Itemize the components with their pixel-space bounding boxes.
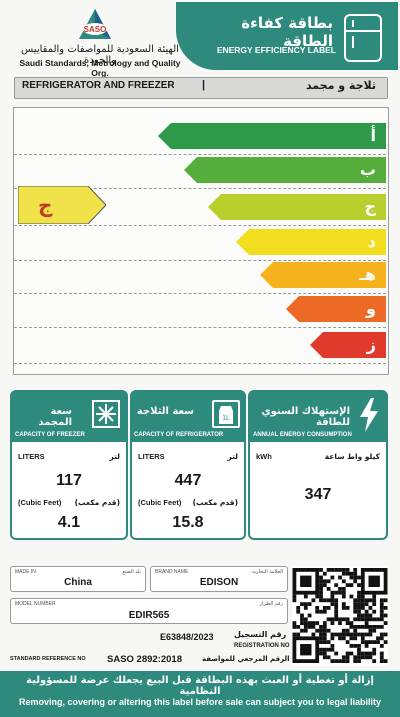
rating-letter: ج: [38, 193, 53, 217]
refrigerator-title-ar: سعة الثلاجة: [136, 406, 194, 417]
efficiency-class-letter: و: [366, 299, 376, 318]
model-field: MODEL NUMBER رقم الطراز EDIR565: [10, 598, 288, 624]
refrigerator-icon: [344, 14, 382, 62]
footer-warning-en: Removing, covering or altering this labe…: [18, 697, 382, 707]
freezer-panel-header: سعة المجمد CAPACITY OF FREEZER: [12, 392, 126, 442]
efficiency-class-letter: أ: [370, 126, 376, 145]
label-title-en: ENERGY EFFICIENCY LABEL: [216, 45, 336, 55]
refrigerator-panel-header: سعة الثلاجة CAPACITY OF REFRIGERATOR 1L: [132, 392, 244, 442]
freezer-cubic-value: 4.1: [57, 514, 81, 531]
refrigerator-liters-label: LITERS: [138, 452, 165, 461]
label-title-banner: [176, 2, 398, 70]
milk-carton-icon: 1L: [212, 400, 240, 428]
efficiency-class-arrow: ز: [310, 332, 386, 358]
scale-gridline: [14, 363, 386, 364]
standard-value: SASO 2892:2018: [107, 654, 182, 665]
refrigerator-capacity-panel: سعة الثلاجة CAPACITY OF REFRIGERATOR 1L …: [130, 390, 246, 540]
brand-label-ar: العلامة التجارية: [252, 569, 283, 575]
made-in-field: MADE IN بلد الصنع China: [10, 566, 146, 592]
efficiency-class-letter: هـ: [359, 265, 376, 284]
refrigerator-cubic-value: 15.8: [172, 514, 204, 531]
registration-label-ar: رقم التسجيل: [234, 630, 287, 639]
energy-title-ar: الإستهلاك السنوي للطاقة: [261, 406, 350, 428]
lightning-icon: [358, 398, 380, 437]
saso-logo-text: SASO: [84, 25, 107, 34]
freezer-capacity-panel: سعة المجمد CAPACITY OF FREEZER LITERS لت…: [10, 390, 128, 540]
scale-gridline: [14, 154, 386, 155]
model-value: EDIR565: [128, 610, 170, 621]
scale-gridline: [14, 188, 386, 189]
freezer-liters-label-ar: لتر: [109, 452, 120, 461]
scale-gridline: [14, 293, 386, 294]
standard-label-ar: الرقم المرجعي للمواصفة: [202, 655, 290, 663]
freezer-title-ar: سعة المجمد: [38, 406, 72, 428]
saso-logo: SASO: [78, 8, 112, 42]
energy-title-en: ANNUAL ENERGY CONSUMPTION: [253, 432, 352, 438]
made-in-label: MADE IN: [15, 569, 36, 575]
org-name-en: Saudi Standards, Metrology and Quality O…: [19, 58, 181, 78]
qr-code: [292, 566, 388, 666]
energy-unit-label-ar: كيلو واط ساعة: [324, 452, 380, 461]
efficiency-class-arrow: أ: [158, 123, 386, 149]
efficiency-class-letter: ز: [366, 335, 376, 354]
registration-value: E63848/2023: [160, 632, 214, 642]
standard-label-en: STANDARD REFERENCE NO: [10, 656, 86, 662]
freezer-liters-value: 117: [56, 472, 82, 489]
freezer-cubic-label: (Cubic Feet): [18, 498, 62, 507]
energy-consumption-panel: الإستهلاك السنوي للطاقة ANNUAL ENERGY CO…: [248, 390, 388, 540]
model-label: MODEL NUMBER: [15, 601, 56, 607]
brand-value: EDISON: [199, 577, 239, 588]
snowflake-icon: [92, 400, 120, 428]
product-type-en: REFRIGERATOR AND FREEZER: [22, 80, 175, 91]
efficiency-class-arrow: و: [286, 296, 386, 322]
refrigerator-title-en: CAPACITY OF REFRIGERATOR: [134, 432, 224, 438]
scale-gridline: [14, 260, 386, 261]
efficiency-class-letter: د: [367, 232, 376, 251]
made-in-value: China: [64, 577, 92, 588]
efficiency-class-arrow: ج: [208, 194, 386, 220]
efficiency-class-letter: ب: [359, 160, 376, 179]
brand-label: BRAND NAME: [155, 569, 189, 575]
registration-label-en: REGISTRATION NO: [234, 643, 290, 649]
refrigerator-cubic-label: (Cubic Feet): [138, 498, 182, 507]
label-title-ar: بطاقة كفاءة الطاقة: [241, 14, 333, 50]
product-type-separator: |: [202, 79, 206, 91]
model-label-ar: رقم الطراز: [259, 601, 283, 607]
efficiency-class-arrow: ب: [184, 157, 386, 183]
footer-warning: إزالة أو تغطية أو العبث بهذه البطاقة قبل…: [0, 671, 400, 717]
freezer-cubic-label-ar: (قدم مكعب): [74, 498, 120, 507]
brand-field: BRAND NAME العلامة التجارية EDISON: [150, 566, 288, 592]
energy-value: 347: [304, 486, 332, 503]
org-name-ar: الهيئة السعودية للمواصفات والمقاييس والج…: [21, 44, 179, 66]
scale-gridline: [14, 225, 386, 226]
refrigerator-liters-label-ar: لتر: [227, 452, 238, 461]
rating-indicator: ج: [17, 185, 107, 225]
refrigerator-cubic-label-ar: (قدم مكعب): [192, 498, 238, 507]
efficiency-class-letter: ج: [364, 197, 376, 216]
efficiency-class-arrow: د: [236, 229, 386, 255]
freezer-title-en: CAPACITY OF FREEZER: [15, 432, 85, 438]
efficiency-class-arrow: هـ: [260, 262, 386, 288]
scale-gridline: [14, 327, 386, 328]
product-type-bar: [14, 77, 388, 99]
product-type-ar: ثلاجة و مجمد: [305, 79, 376, 92]
energy-panel-header: الإستهلاك السنوي للطاقة ANNUAL ENERGY CO…: [250, 392, 386, 442]
svg-text:1L: 1L: [222, 415, 230, 422]
freezer-liters-label: LITERS: [18, 452, 45, 461]
refrigerator-liters-value: 447: [174, 472, 202, 489]
energy-unit-label: kWh: [256, 452, 272, 461]
footer-warning-ar: إزالة أو تغطية أو العبث بهذه البطاقة قبل…: [26, 675, 374, 697]
made-in-label-ar: بلد الصنع: [122, 569, 141, 575]
